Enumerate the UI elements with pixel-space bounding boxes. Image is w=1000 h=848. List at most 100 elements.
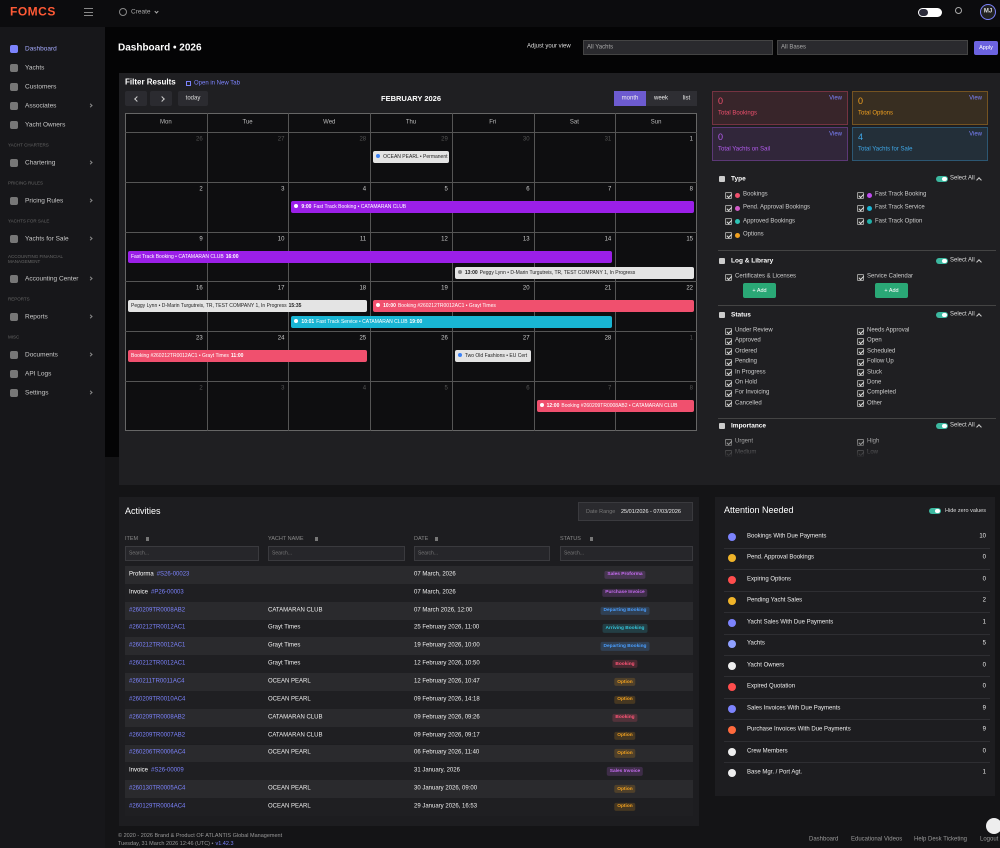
item-ref[interactable]: #S26-00009 xyxy=(151,767,184,774)
footer-link[interactable]: Logout xyxy=(980,836,999,843)
view-button[interactable] xyxy=(676,91,697,106)
calendar-event[interactable]: 12:00 Booking #260209TR0008AB2 • CATAMARA… xyxy=(536,400,694,412)
sidebar-item[interactable]: Accounting Center xyxy=(25,275,79,283)
search-input[interactable] xyxy=(125,546,259,561)
item-ref[interactable]: #260209TR0008AB2 xyxy=(129,607,186,614)
attention-label[interactable]: Yacht Sales With Due Payments xyxy=(747,619,834,626)
sidebar-item[interactable]: Dashboard xyxy=(25,45,57,53)
base-select[interactable] xyxy=(777,40,968,55)
checkbox[interactable] xyxy=(725,389,732,397)
add-button[interactable] xyxy=(875,283,908,298)
view-button[interactable] xyxy=(614,91,646,106)
view-button[interactable] xyxy=(646,91,676,106)
item-ref[interactable]: #260209TR0008AB2 xyxy=(129,714,186,721)
attention-label[interactable]: Sales Invoices With Due Payments xyxy=(747,705,841,712)
calendar-event[interactable]: Booking #260212TR0012AC1 • Grayt Times 11… xyxy=(128,350,368,363)
checkbox[interactable] xyxy=(857,369,864,377)
checkbox[interactable] xyxy=(725,348,732,356)
help-button[interactable] xyxy=(986,818,1000,834)
sidebar-item[interactable]: Reports xyxy=(25,313,48,321)
attention-label[interactable]: Bookings With Due Payments xyxy=(747,533,827,540)
search-input[interactable] xyxy=(268,546,405,561)
collapse-caret[interactable] xyxy=(976,259,982,265)
footer-link[interactable]: Educational Videos xyxy=(851,836,903,843)
search-input[interactable] xyxy=(560,546,693,561)
attention-label[interactable]: Pend. Approval Bookings xyxy=(747,555,815,562)
checkbox[interactable] xyxy=(857,348,864,356)
checkbox[interactable] xyxy=(725,327,732,335)
sidebar-item[interactable]: Chartering xyxy=(25,159,56,167)
add-button[interactable] xyxy=(743,283,776,298)
collapse-caret[interactable] xyxy=(976,424,982,430)
item-ref[interactable]: #260129TR0004AC4 xyxy=(129,803,186,810)
checkbox[interactable] xyxy=(725,273,732,281)
sidebar-item[interactable]: Yachts for Sale xyxy=(25,235,69,243)
calendar-event[interactable]: OCEAN PEARL • Permanent xyxy=(373,151,449,163)
attention-label[interactable]: Base Mgr. / Port Agt. xyxy=(747,769,803,776)
checkbox[interactable] xyxy=(725,191,732,199)
sidebar-item[interactable]: Customers xyxy=(25,83,57,91)
footer-link[interactable]: Help Desk Ticketing xyxy=(914,836,968,843)
stat-link[interactable]: View xyxy=(969,131,982,138)
checkbox[interactable] xyxy=(857,191,864,199)
attention-label[interactable]: Crew Members xyxy=(747,748,788,755)
checkbox[interactable] xyxy=(857,400,864,408)
checkbox[interactable] xyxy=(857,218,864,226)
item-ref[interactable]: #260209TR0007AB2 xyxy=(129,732,186,739)
checkbox[interactable] xyxy=(857,327,864,335)
checkbox[interactable] xyxy=(857,273,864,281)
calendar-event[interactable]: Two Old Fashions • EU Cert xyxy=(454,350,531,363)
checkbox[interactable] xyxy=(725,218,732,226)
attention-label[interactable]: Expired Quotation xyxy=(747,683,796,690)
nav-button[interactable] xyxy=(150,91,172,106)
checkbox[interactable] xyxy=(725,400,732,408)
item-ref[interactable]: #260212TR0012AC1 xyxy=(129,643,186,649)
calendar-event[interactable]: Fast Track Booking • CATAMARAN CLUB 16:00 xyxy=(128,250,613,263)
sidebar-item[interactable]: Pricing Rules xyxy=(25,197,64,205)
apply-button[interactable] xyxy=(974,41,998,55)
yacht-select[interactable] xyxy=(583,40,773,55)
checkbox[interactable] xyxy=(857,379,864,387)
sidebar-item[interactable]: Associates xyxy=(25,102,57,110)
checkbox[interactable] xyxy=(857,337,864,345)
item-ref[interactable]: #260212TR0012AC1 xyxy=(129,625,186,632)
create-button[interactable]: Create xyxy=(131,8,151,16)
avatar[interactable] xyxy=(980,4,996,20)
theme-toggle[interactable] xyxy=(918,8,942,17)
attention-label[interactable]: Purchase Invoices With Due Payments xyxy=(747,726,851,733)
menu-icon[interactable] xyxy=(84,8,93,9)
checkbox[interactable] xyxy=(725,379,732,387)
checkbox[interactable] xyxy=(725,358,732,366)
stat-link[interactable]: View xyxy=(829,131,842,138)
sidebar-item[interactable]: API Logs xyxy=(25,370,52,378)
item-ref[interactable]: #260211TR0011AC4 xyxy=(129,678,185,685)
open-tab-link[interactable]: Open in New Tab xyxy=(194,80,240,87)
calendar-event[interactable]: 13:00 Peggy Lynn • D-Marin Turgutreis, TR… xyxy=(454,266,694,279)
search-input[interactable] xyxy=(414,546,550,561)
menu-icon[interactable] xyxy=(84,15,93,16)
item-ref[interactable]: #S26-00023 xyxy=(156,571,190,578)
collapse-caret[interactable] xyxy=(976,313,982,319)
checkbox[interactable] xyxy=(725,231,732,239)
item-ref[interactable]: #260209TR0010AC4 xyxy=(129,696,186,703)
calendar-event[interactable]: Peggy Lynn • D-Marin Turgutreis, TR, TES… xyxy=(128,300,368,313)
stat-link[interactable]: View xyxy=(829,95,842,102)
checkbox[interactable] xyxy=(857,204,864,212)
attention-label[interactable]: Expiring Options xyxy=(747,576,792,583)
checkbox[interactable] xyxy=(725,204,732,212)
checkbox[interactable] xyxy=(725,337,732,345)
checkbox[interactable] xyxy=(857,389,864,397)
menu-icon[interactable] xyxy=(84,11,93,13)
footer-link[interactable]: Dashboard xyxy=(809,836,839,843)
checkbox[interactable] xyxy=(725,369,732,377)
item-ref[interactable]: #260206TR0006AC4 xyxy=(129,750,186,757)
nav-button[interactable] xyxy=(125,91,147,106)
collapse-caret[interactable] xyxy=(976,177,982,183)
sidebar-item[interactable]: Documents xyxy=(25,351,58,359)
sidebar-item[interactable]: Yachts xyxy=(25,64,45,72)
today-button[interactable] xyxy=(178,91,208,106)
date-range[interactable] xyxy=(578,502,693,521)
calendar-event[interactable]: 10:00 Booking #260212TR0012AC1 • Grayt Ti… xyxy=(373,300,694,313)
stat-link[interactable]: View xyxy=(969,95,982,102)
attention-label[interactable]: Yachts xyxy=(747,640,765,647)
